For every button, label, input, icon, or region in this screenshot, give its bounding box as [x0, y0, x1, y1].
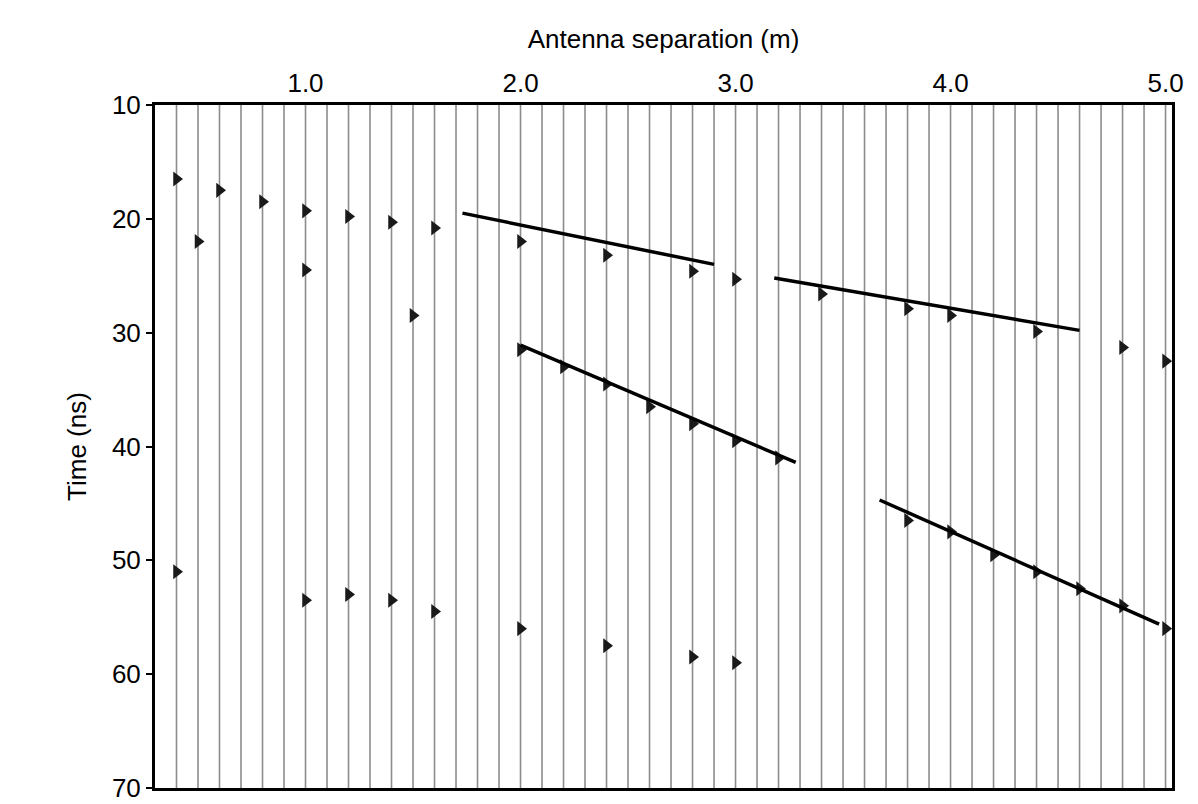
svg-text:Antenna separation (m): Antenna separation (m)	[528, 24, 800, 54]
svg-text:40: 40	[112, 432, 141, 462]
svg-text:20: 20	[112, 204, 141, 234]
svg-text:3.0: 3.0	[717, 68, 753, 98]
svg-text:10: 10	[112, 90, 141, 120]
svg-text:4.0: 4.0	[932, 68, 968, 98]
svg-text:50: 50	[112, 545, 141, 575]
svg-text:Time (ns): Time (ns)	[62, 392, 92, 501]
svg-text:60: 60	[112, 659, 141, 689]
svg-text:2.0: 2.0	[502, 68, 538, 98]
svg-text:70: 70	[112, 773, 141, 803]
svg-text:30: 30	[112, 318, 141, 348]
svg-text:1.0: 1.0	[287, 68, 323, 98]
svg-text:5.0: 5.0	[1147, 68, 1183, 98]
